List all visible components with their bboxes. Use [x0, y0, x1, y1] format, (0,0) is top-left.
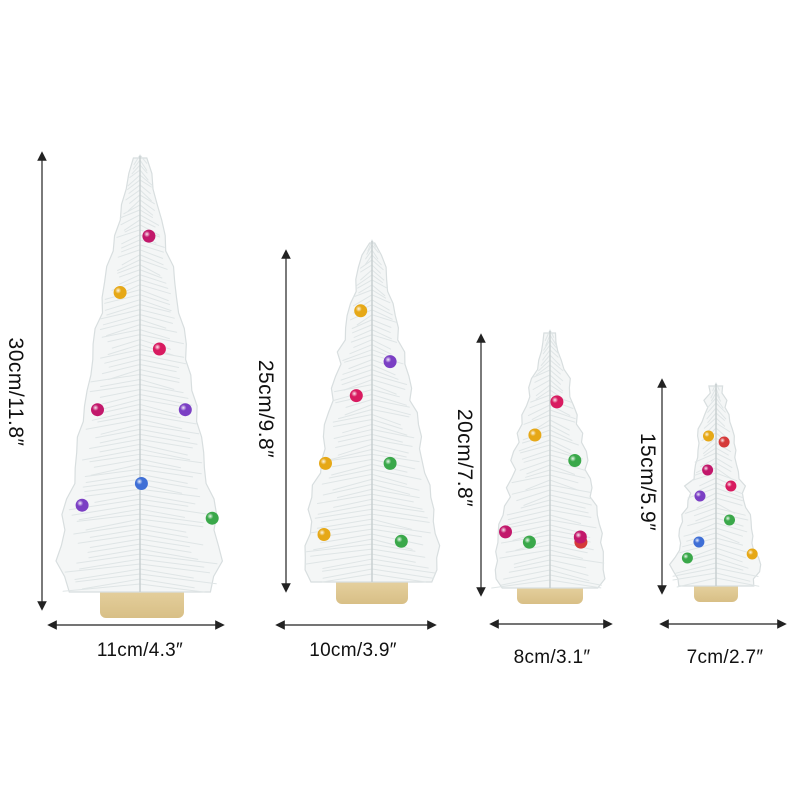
- tree-3-height-label: 20cm/7.8″: [453, 408, 476, 508]
- tree-2-width-label: 10cm/3.9″: [309, 640, 397, 661]
- tree-4-foliage: [668, 385, 762, 587]
- tree-2-height-label: 25cm/9.8″: [254, 359, 277, 459]
- tree-1: [55, 154, 224, 618]
- tree-3: [491, 329, 606, 604]
- tree-3-width-label: 8cm/3.1″: [513, 647, 591, 668]
- tree-3-bristles: [491, 329, 605, 589]
- tree-2: [304, 239, 441, 604]
- tree-4-bristles: [672, 382, 760, 588]
- tree-1-bristles: [62, 154, 218, 593]
- tree-1-height-label: 30cm/11.8″: [4, 337, 27, 447]
- tree-4-height-label: 15cm/5.9″: [636, 432, 659, 532]
- tree-4: [668, 382, 762, 602]
- tree-2-bristles: [305, 239, 436, 583]
- tree-1-width-label: 11cm/4.3″: [96, 640, 184, 661]
- tree-4-width-label: 7cm/2.7″: [686, 647, 764, 668]
